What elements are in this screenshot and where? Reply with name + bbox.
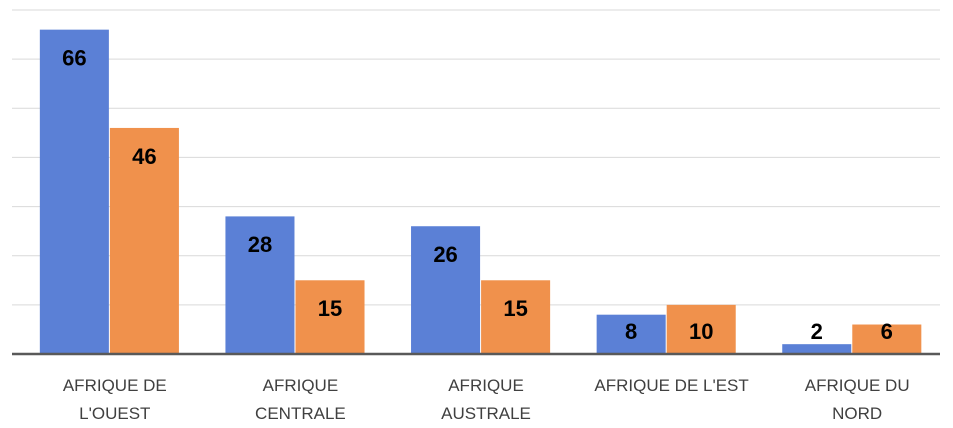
bar [596,314,666,354]
data-label: 8 [625,319,637,344]
data-label: 28 [248,232,272,257]
bar [411,226,481,354]
bar [782,344,852,354]
data-label: 46 [132,144,156,169]
x-tick-label: AFRIQUE AUSTRALE [441,376,531,423]
bar [39,29,109,355]
data-label: 10 [689,319,713,344]
x-tick-label: AFRIQUE DE L'OUEST [62,376,167,423]
bar [666,304,736,354]
bar [225,216,295,354]
data-label: 26 [433,242,457,267]
data-label: 15 [318,296,342,321]
bar [852,324,922,354]
bar [481,280,551,354]
data-label: 2 [811,319,823,344]
data-label: 66 [62,45,86,70]
bar [109,127,179,354]
data-label: 15 [503,296,527,321]
x-tick-label: AFRIQUE CENTRALE [255,376,346,423]
bar [295,280,365,354]
x-tick-label: AFRIQUE DU NORD [804,376,910,423]
data-label: 6 [881,319,893,344]
x-tick-label: AFRIQUE DE L'EST [594,376,749,395]
